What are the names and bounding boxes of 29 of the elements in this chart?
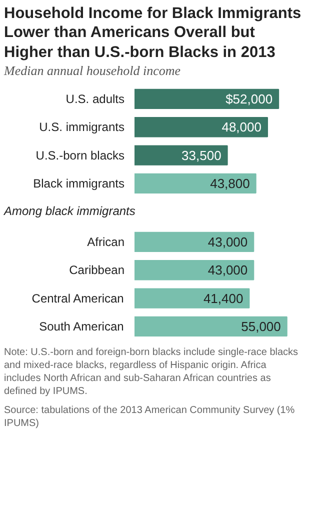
chart-title: Household Income for Black Immigrants Lower than Americans Overall but Higher than U.S.-born Blacks in 2013 bbox=[4, 4, 302, 62]
bar bbox=[134, 232, 254, 252]
text: Note: U.S.-born and foreign-born blacks include single-race blacks and mixed-race blacks, regardless of Hispanic origin. Africa includes North African and sub-Saharan African countries as defined by IPUMS. bbox=[4, 346, 300, 398]
data-label: 43,000 bbox=[208, 234, 248, 250]
y-tick-label: Caribbean bbox=[69, 262, 125, 277]
y-tick-label: U.S.-born blacks bbox=[36, 148, 125, 162]
y-tick-label: South American bbox=[39, 319, 124, 334]
source-note: Source: tabulations of the 2013 American Community Survey (1% IPUMS) bbox=[4, 404, 296, 430]
y-tick-label: Black immigrants bbox=[33, 176, 125, 190]
data-label: 43,000 bbox=[208, 262, 248, 278]
annotation: Among black immigrants bbox=[4, 202, 136, 220]
chart-subtitle: Median annual household income bbox=[4, 62, 181, 80]
bar bbox=[134, 173, 256, 194]
data-label: 55,000 bbox=[241, 318, 281, 334]
data-label: 41,400 bbox=[203, 290, 244, 306]
bar bbox=[134, 288, 250, 308]
bar bbox=[134, 316, 288, 336]
bar bbox=[134, 116, 268, 137]
y-tick-label: Central American bbox=[32, 291, 124, 306]
y-tick-label: U.S. adults bbox=[66, 92, 125, 106]
data-label: 43,800 bbox=[210, 176, 250, 191]
data-label: 48,000 bbox=[222, 119, 262, 134]
bar bbox=[134, 144, 228, 166]
bar bbox=[134, 260, 254, 280]
y-tick-label: U.S. immigrants bbox=[39, 120, 125, 134]
data-label: $52,000 bbox=[226, 91, 273, 106]
data-label: 33,500 bbox=[182, 147, 222, 162]
y-tick-label: African bbox=[87, 234, 125, 249]
bar bbox=[134, 88, 280, 109]
